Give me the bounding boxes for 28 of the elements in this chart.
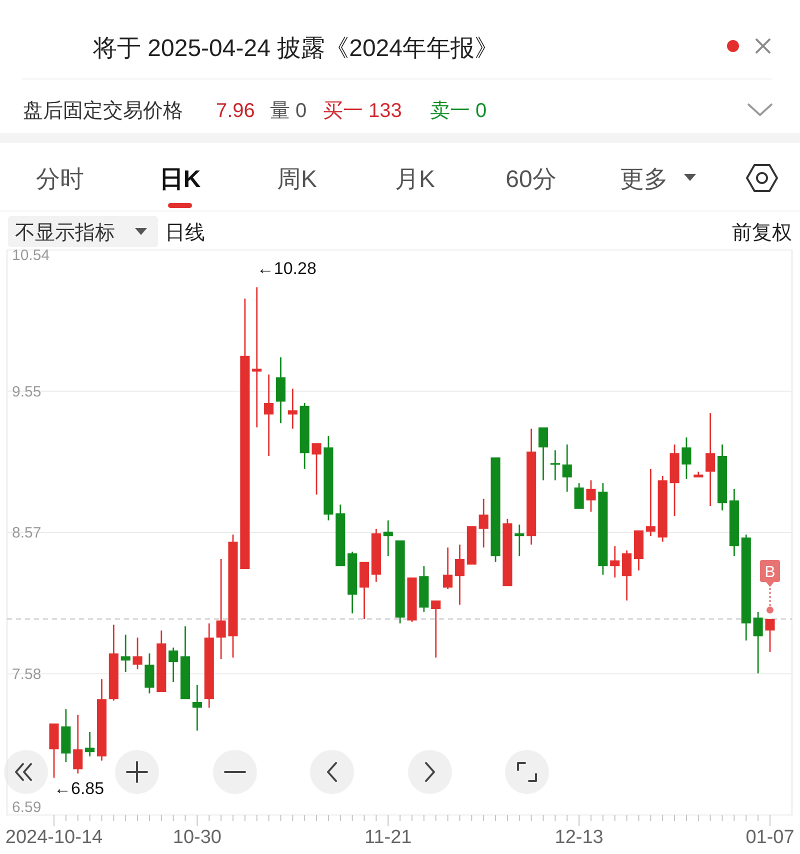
text: 前复权 xyxy=(732,222,792,244)
y-tick-label: 10.54 xyxy=(12,247,50,264)
text: 不显示指标 xyxy=(15,222,115,244)
text: 日线 xyxy=(165,222,205,244)
text: 更多 xyxy=(620,166,668,193)
x-tick-label: 01-07 xyxy=(746,827,794,848)
text: 盘后固定交易价格 xyxy=(23,100,183,122)
annotation: B xyxy=(764,564,776,582)
text: 60分 xyxy=(506,166,556,193)
x-tick-label: 12-13 xyxy=(554,827,604,848)
text: 分时 xyxy=(36,166,84,193)
text: 量 0 xyxy=(270,100,307,122)
y-tick-label: 8.57 xyxy=(12,524,42,542)
y-tick-label: 7.58 xyxy=(12,666,42,683)
annotation: ←6.85 xyxy=(54,778,104,798)
text: 日K xyxy=(159,166,202,193)
text: 将于 2025-04-24 披露《2024年年报》 xyxy=(92,35,498,62)
x-tick-label: 2024-10-14 xyxy=(5,827,104,848)
text: 周K xyxy=(276,166,318,193)
y-tick-label: 6.59 xyxy=(12,799,42,816)
annotation: ←10.28 xyxy=(256,259,316,278)
text: 月K xyxy=(394,166,436,193)
x-tick-label: 10-30 xyxy=(172,827,222,848)
text: 买一 133 xyxy=(323,100,402,122)
text: 7.96 xyxy=(216,100,255,122)
text: 卖一 0 xyxy=(430,100,487,122)
y-tick-label: 9.55 xyxy=(12,383,42,400)
x-tick-label: 11-21 xyxy=(364,827,412,848)
